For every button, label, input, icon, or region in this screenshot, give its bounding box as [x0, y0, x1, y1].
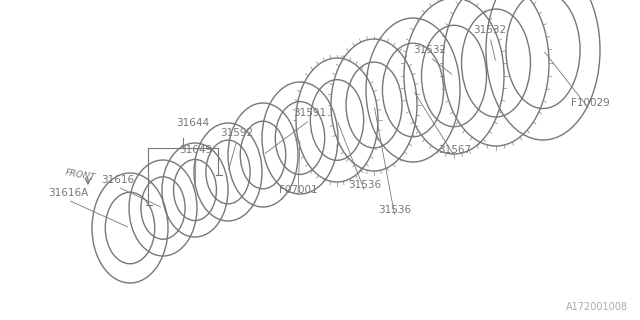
- Text: F07001: F07001: [278, 185, 317, 195]
- Text: 31592: 31592: [220, 128, 253, 138]
- Text: F10029: F10029: [571, 98, 609, 108]
- Text: 31616A: 31616A: [48, 188, 88, 198]
- Text: 31567: 31567: [438, 145, 472, 155]
- Text: 31591: 31591: [293, 108, 326, 118]
- Text: FRONT: FRONT: [64, 168, 96, 182]
- Text: 31536: 31536: [378, 205, 412, 215]
- Text: 31532: 31532: [474, 25, 507, 35]
- Text: 31616: 31616: [101, 175, 134, 185]
- Text: A172001008: A172001008: [566, 302, 628, 312]
- Text: 31644: 31644: [177, 118, 209, 128]
- Text: 31536: 31536: [348, 180, 381, 190]
- Text: 31649: 31649: [179, 145, 212, 155]
- Text: 31532: 31532: [413, 45, 447, 55]
